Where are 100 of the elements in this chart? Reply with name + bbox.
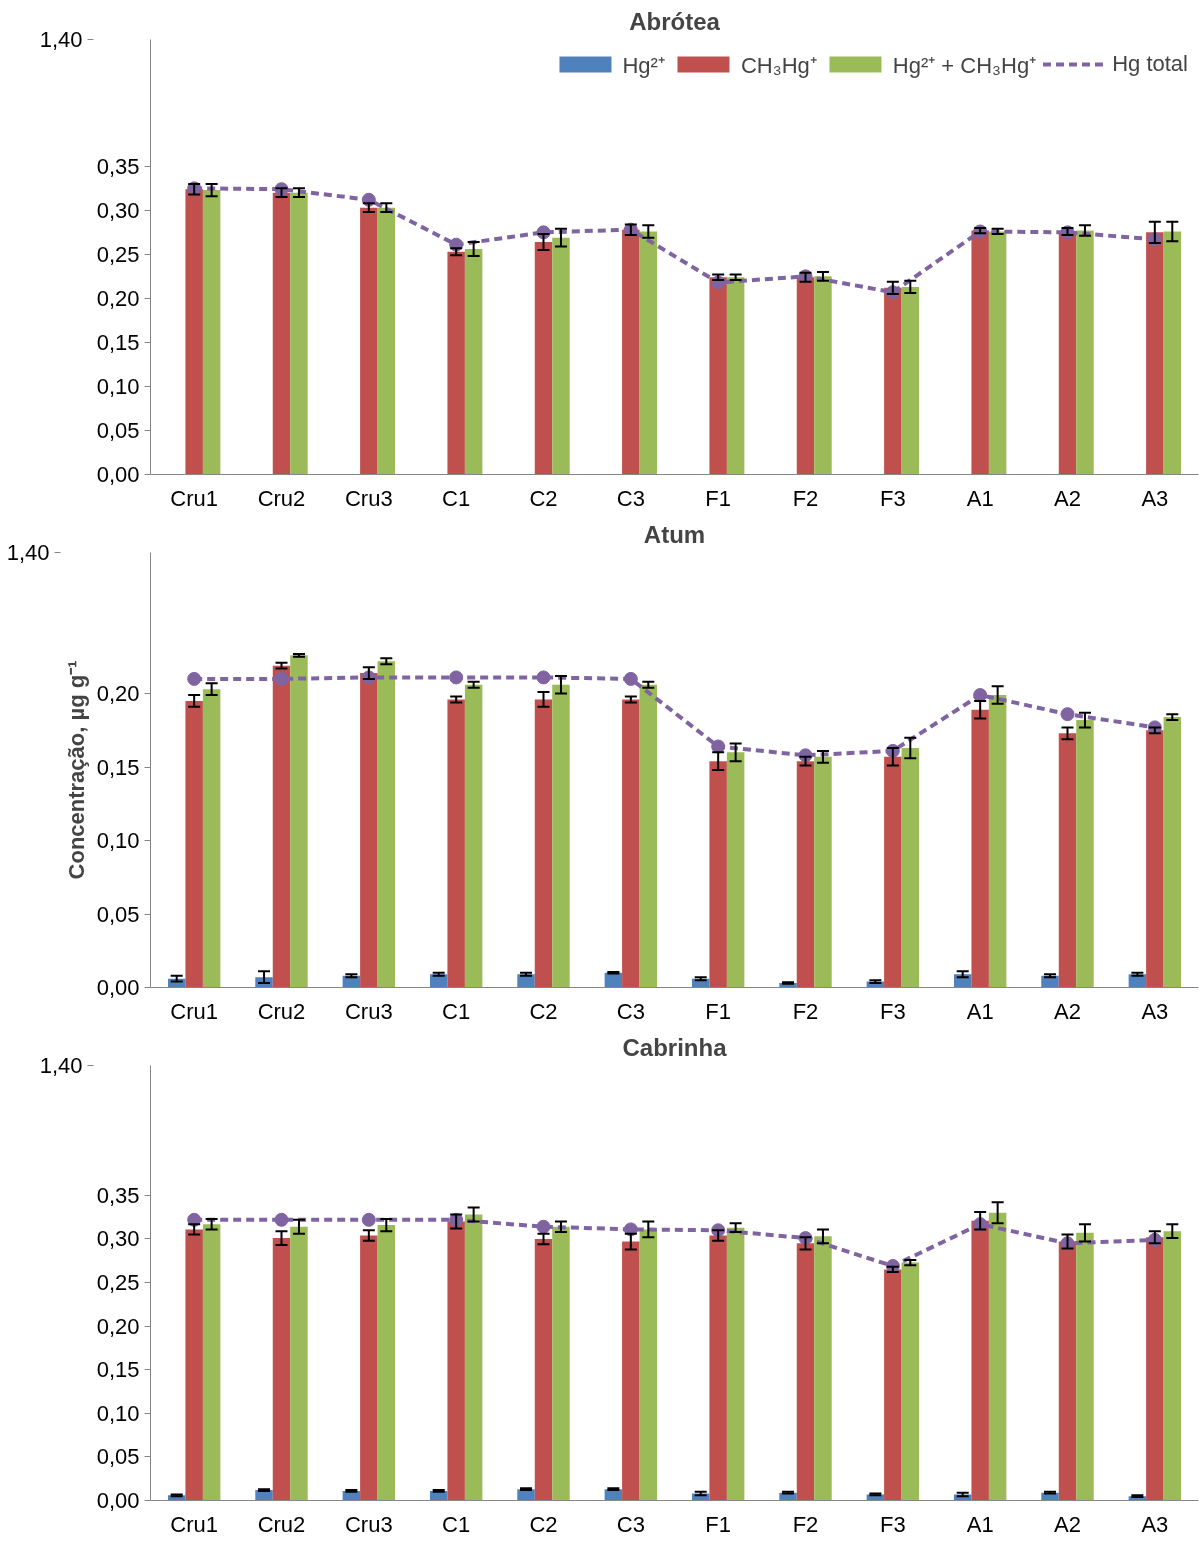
bar (290, 1226, 308, 1501)
bar (709, 761, 727, 988)
x-tick-label: F1 (705, 998, 732, 1024)
bar (622, 699, 640, 988)
bar (639, 231, 658, 475)
x-tick-label: Cru3 (344, 1511, 393, 1537)
bar (1163, 231, 1182, 475)
bar (464, 249, 483, 475)
y-tick-label: 0,15 (96, 754, 140, 780)
x-tick-label: C1 (442, 485, 471, 511)
x-tick-label: C2 (529, 1511, 558, 1537)
x-tick-label: F2 (792, 485, 819, 511)
x-tick-label: C3 (616, 1511, 645, 1537)
bar (988, 695, 1007, 988)
bar (796, 277, 815, 475)
x-tick-label: Cru3 (344, 485, 393, 511)
bar (971, 230, 989, 475)
y-tick-label: 0,25 (96, 241, 140, 267)
bar (971, 1220, 989, 1501)
x-tick-label: A1 (966, 485, 994, 511)
x-tick-label: F3 (880, 998, 906, 1024)
bar (901, 747, 920, 988)
bar (534, 242, 553, 475)
y-tick-label: 0,15 (96, 329, 140, 355)
x-tick-label: A1 (966, 998, 994, 1024)
x-tick-label: C1 (442, 998, 471, 1024)
bar (709, 277, 727, 475)
x-tick-label: C3 (616, 998, 645, 1024)
bar (884, 756, 902, 988)
x-tick-label: A2 (1054, 998, 1081, 1024)
point (187, 671, 202, 686)
y-tick-label: 0,10 (96, 828, 140, 854)
y-tick-label: 0,30 (96, 197, 140, 223)
bar (901, 1262, 920, 1501)
x-tick-label: A3 (1141, 485, 1169, 511)
bar (534, 1238, 553, 1501)
bar (272, 665, 291, 988)
bar (1058, 733, 1077, 988)
legend-label: Hg²⁺ + CH₃Hg⁺ (892, 52, 1037, 79)
point (536, 670, 551, 685)
x-tick-label: Cru1 (170, 1511, 219, 1537)
bar (185, 700, 203, 988)
x-tick-label: Cru1 (170, 485, 219, 511)
point (623, 671, 638, 686)
x-tick-label: F2 (792, 1511, 819, 1537)
x-tick-label: Cru2 (257, 1511, 306, 1537)
y-tick-label: 0,20 (96, 681, 140, 707)
legend-label: CH₃Hg⁺ (740, 52, 817, 79)
bar (814, 756, 832, 988)
x-tick-label: Cru2 (257, 998, 306, 1024)
bar (360, 1235, 378, 1501)
bar (622, 229, 640, 475)
bar (1058, 231, 1077, 475)
x-tick-label: Cru2 (257, 485, 306, 511)
x-tick-label: F2 (792, 998, 819, 1024)
bar (464, 1214, 483, 1501)
point (274, 1212, 289, 1227)
x-tick-label: C2 (529, 485, 558, 511)
y-tick-label: 0,15 (96, 1357, 140, 1383)
chart-title: Atum (643, 520, 706, 548)
point (449, 670, 464, 685)
point (361, 1212, 376, 1227)
bar (447, 251, 465, 475)
bar (202, 1224, 221, 1501)
bar (360, 673, 378, 988)
bar (185, 1229, 203, 1501)
point (1060, 707, 1075, 722)
bar (290, 655, 308, 988)
y-tick-label: 0,00 (96, 975, 140, 1000)
bar (1163, 717, 1182, 988)
x-tick-label: A1 (966, 1511, 994, 1537)
legend-label: Hg total (1112, 51, 1188, 77)
chart-title: Cabrinha (622, 1033, 728, 1061)
text: 1,40 (39, 27, 83, 52)
y-tick-label: 0,05 (96, 417, 140, 443)
bar (988, 231, 1007, 475)
bar (814, 276, 832, 475)
bar (360, 207, 378, 475)
x-tick-label: A2 (1054, 1511, 1081, 1537)
y-tick-label: 0,25 (96, 1270, 140, 1296)
text: 1,40 (39, 1053, 83, 1078)
bar (1163, 1231, 1182, 1501)
point (536, 1219, 551, 1234)
bar (726, 277, 745, 475)
y-tick-label: 0,20 (96, 285, 140, 311)
y-tick-label: 0,35 (96, 1182, 140, 1208)
bar (1058, 1241, 1077, 1501)
x-tick-label: A2 (1054, 485, 1081, 511)
bar (639, 1229, 658, 1501)
x-tick-label: F1 (705, 1511, 732, 1537)
bar (1076, 230, 1094, 475)
y-tick-label: 0,10 (96, 1400, 140, 1426)
point (274, 671, 289, 686)
bar (377, 661, 396, 988)
y-tick-label: 0,20 (96, 1313, 140, 1339)
bar (202, 190, 221, 475)
bar (377, 1225, 396, 1501)
y-tick-label: 0,00 (96, 462, 140, 487)
bar (272, 1238, 291, 1501)
x-tick-label: A3 (1141, 998, 1169, 1024)
